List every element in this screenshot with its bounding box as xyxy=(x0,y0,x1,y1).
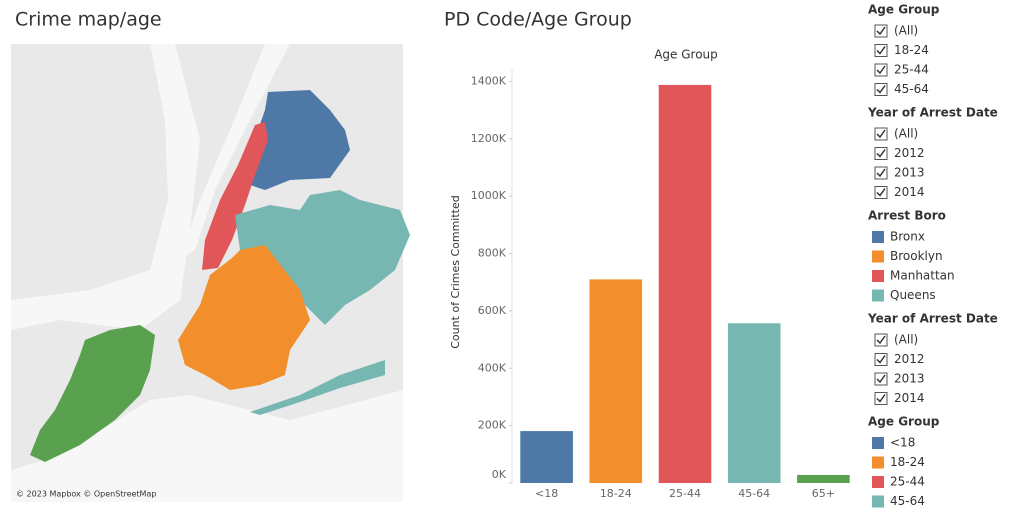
checkmark xyxy=(876,188,886,197)
checkbox[interactable] xyxy=(874,147,888,160)
legend-swatch xyxy=(872,231,884,243)
checkbox-label[interactable]: 2014 xyxy=(894,185,925,199)
sidebar-title: Age Group xyxy=(868,415,940,429)
checkbox[interactable] xyxy=(874,44,888,57)
staten-island xyxy=(30,325,155,462)
checkbox[interactable] xyxy=(874,63,888,77)
checkbox-label[interactable]: (All) xyxy=(894,24,918,38)
checkmark xyxy=(876,65,886,75)
map-attribution: © 2023 Mapbox © OpenStreetMap xyxy=(16,490,156,499)
x-tick-label: <18 xyxy=(535,487,558,500)
checkmark xyxy=(876,374,886,384)
water xyxy=(180,44,290,260)
x-tick-label: 18-24 xyxy=(600,487,632,500)
legend-label: 25-44 xyxy=(890,475,925,489)
legend-swatch xyxy=(872,476,884,488)
legend-swatch xyxy=(872,456,884,469)
checkbox-label[interactable]: 2012 xyxy=(894,146,925,160)
x-tick-label: 65+ xyxy=(812,487,835,500)
legend-swatch xyxy=(872,270,884,282)
checkbox-label[interactable]: (All) xyxy=(894,333,918,347)
y-axis-title: Count of Crimes Committed xyxy=(449,195,462,349)
legend-swatch xyxy=(872,495,884,508)
legend-swatch xyxy=(872,250,884,263)
checkbox[interactable] xyxy=(874,392,888,405)
legend-label: <18 xyxy=(890,436,915,450)
checkmark xyxy=(876,394,886,403)
y-tick-label: 1000K xyxy=(471,189,507,202)
y-tick-label: 0K xyxy=(492,468,507,481)
checkbox-label[interactable]: 2013 xyxy=(894,372,925,386)
legend-swatch xyxy=(872,437,884,449)
legend-label: Brooklyn xyxy=(890,249,943,263)
checkbox[interactable] xyxy=(874,166,888,180)
checkbox-label[interactable]: 2013 xyxy=(894,166,925,180)
checkbox[interactable] xyxy=(874,333,888,347)
y-tick-label: 1400K xyxy=(471,74,507,87)
brooklyn xyxy=(178,245,310,390)
checkbox[interactable] xyxy=(874,186,888,199)
water xyxy=(11,44,200,330)
checkmark xyxy=(876,46,886,55)
map: © 2023 Mapbox © OpenStreetMap xyxy=(11,44,410,502)
checkmark xyxy=(876,149,886,158)
y-tick-label: 1200K xyxy=(471,132,507,145)
legend-label: Manhattan xyxy=(890,269,955,283)
checkbox[interactable] xyxy=(874,353,888,366)
legend-swatch xyxy=(872,289,884,302)
checkbox[interactable] xyxy=(874,24,888,38)
x-tick-label: 45-64 xyxy=(738,487,770,500)
checkbox-label[interactable]: 45-64 xyxy=(894,82,929,96)
bar xyxy=(727,323,781,483)
manhattan xyxy=(202,122,268,270)
map-title: Crime map/age xyxy=(15,9,162,31)
checkbox-label[interactable]: 18-24 xyxy=(894,43,929,57)
bar xyxy=(658,84,712,484)
checkbox[interactable] xyxy=(874,372,888,386)
x-axis-title: Age Group xyxy=(654,48,718,62)
legend-label: 18-24 xyxy=(890,455,925,469)
bar xyxy=(589,279,643,483)
legend-label: Bronx xyxy=(890,230,925,244)
checkmark xyxy=(876,355,886,364)
checkbox-label[interactable]: 25-44 xyxy=(894,63,929,77)
checkmark xyxy=(876,335,886,345)
legend-label: Queens xyxy=(890,288,936,302)
rockaway xyxy=(250,360,385,415)
bronx xyxy=(250,90,350,190)
y-tick-label: 600K xyxy=(478,304,507,317)
checkbox-label[interactable]: 2014 xyxy=(894,391,925,405)
checkbox-label[interactable]: (All) xyxy=(894,127,918,141)
checkbox[interactable] xyxy=(874,127,888,141)
chart-title: PD Code/Age Group xyxy=(444,9,632,31)
y-tick-label: 200K xyxy=(478,419,507,432)
legend-label: 45-64 xyxy=(890,494,925,508)
bar xyxy=(797,474,850,483)
bar xyxy=(520,431,573,483)
sidebar-title: Year of Arrest Date xyxy=(867,106,998,120)
checkmark xyxy=(876,26,886,36)
checkbox-label[interactable]: 2012 xyxy=(894,352,925,366)
sidebar-title: Age Group xyxy=(868,3,940,17)
y-tick-label: 400K xyxy=(478,361,507,374)
checkmark xyxy=(876,85,886,94)
sidebar-title: Arrest Boro xyxy=(868,209,946,223)
water xyxy=(11,390,403,502)
sidebar-title: Year of Arrest Date xyxy=(867,312,998,326)
queens xyxy=(235,190,410,325)
x-tick-label: 25-44 xyxy=(669,487,701,500)
checkmark xyxy=(876,129,886,139)
checkmark xyxy=(876,168,886,178)
y-tick-label: 800K xyxy=(478,247,507,260)
checkbox[interactable] xyxy=(874,83,888,96)
